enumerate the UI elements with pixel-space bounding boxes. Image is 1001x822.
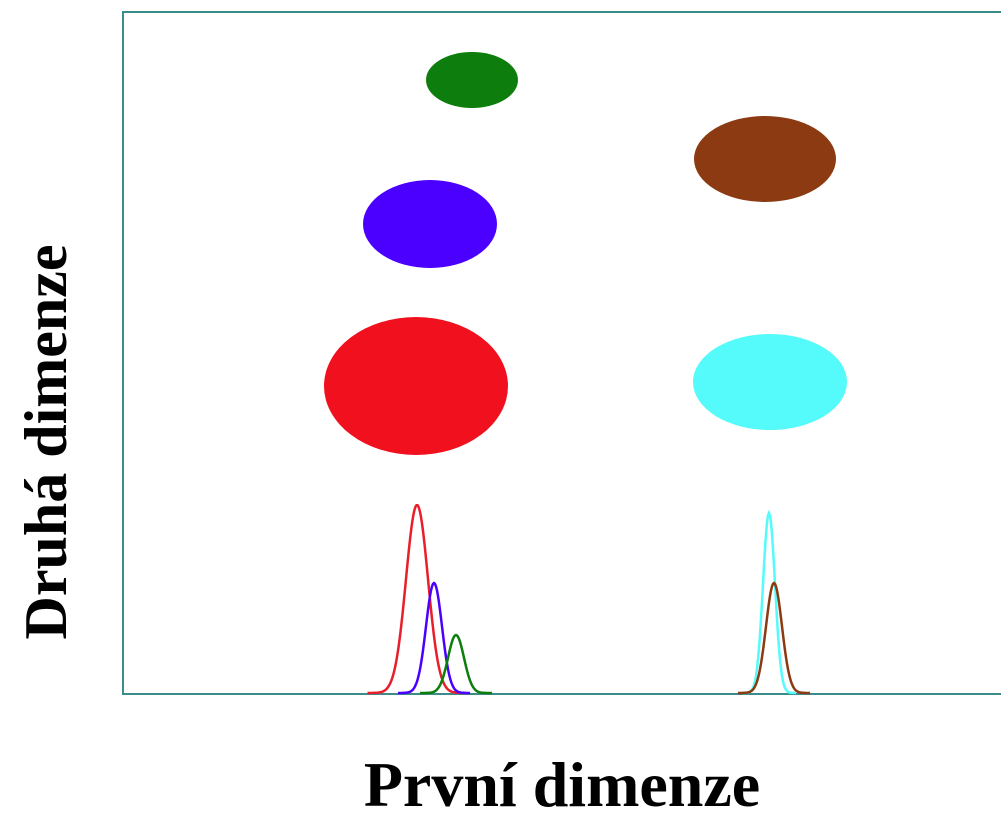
spot-purple [363,180,497,268]
spot-brown [694,116,836,202]
peak-brown [738,581,810,695]
peaks-group [367,503,810,695]
y-axis-title: Druhá dimenze [13,245,79,640]
peak-green [420,633,492,695]
x-axis-title: První dimenze [364,749,760,820]
peak-red [367,503,467,695]
spot-cyan [693,334,847,430]
spots-group [324,52,847,455]
spot-green [426,52,518,108]
spot-red [324,317,508,455]
peak-purple [398,581,470,695]
plot-frame [122,11,1001,695]
